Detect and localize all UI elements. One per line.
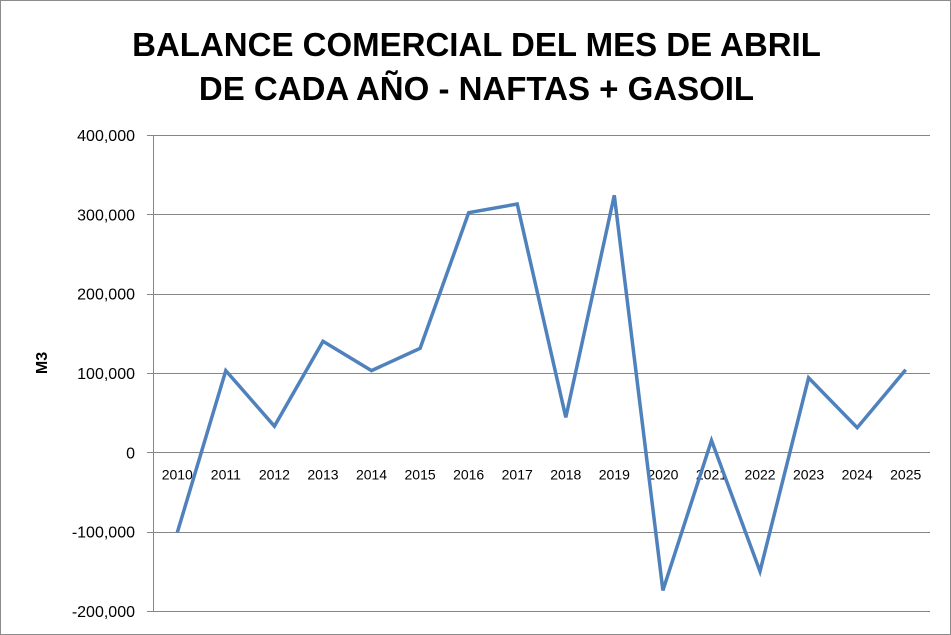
x-tick-label: 2012 (259, 466, 290, 482)
x-tick-label: 2025 (890, 466, 921, 482)
y-tick-labels: 400,000 300,000 200,000 100,000 0 -100,000 -20… (72, 128, 135, 621)
y-tick-label: 300,000 (77, 207, 135, 224)
x-tick-label: 2013 (307, 466, 338, 482)
x-tick-label: 2021 (696, 466, 727, 482)
x-tick-label: 2022 (744, 466, 775, 482)
chart-title-line-2: DE CADA AÑO - NAFTAS + GASOIL (198, 70, 755, 107)
x-tick-label: 2015 (405, 466, 436, 482)
x-tick-labels: 2010 2011 2012 2013 2014 2015 2016 2017 2018 2019… (162, 466, 922, 482)
y-tick-label: 200,000 (77, 287, 135, 304)
x-tick-label: 2014 (356, 466, 387, 482)
x-tick-label: 2024 (842, 466, 873, 482)
y-tick-label: -200,000 (72, 604, 135, 621)
x-tick-label: 2023 (793, 466, 824, 482)
gridlines (147, 135, 930, 612)
series-line (175, 194, 908, 591)
x-tick-label: 2010 (162, 466, 193, 482)
x-tick-label: 2017 (502, 466, 533, 482)
chart-title-line-1: BALANCE COMERCIAL DEL MES DE ABRIL (132, 26, 821, 63)
x-tick-label: 2016 (453, 466, 484, 482)
y-tick-label: 100,000 (77, 366, 135, 383)
y-axis-label: M3 (34, 352, 51, 374)
x-tick-label: 2018 (550, 466, 581, 482)
series (175, 194, 908, 591)
x-tick-label: 2020 (647, 466, 678, 482)
y-tick-label: -100,000 (72, 525, 135, 542)
y-tick-label: 0 (126, 445, 135, 462)
y-tick-label: 400,000 (77, 128, 135, 145)
x-tick-label: 2011 (211, 466, 241, 482)
chart-title: BALANCE COMERCIAL DEL MES DE ABRIL DE CA… (1, 23, 950, 111)
x-tick-label: 2019 (599, 466, 630, 482)
